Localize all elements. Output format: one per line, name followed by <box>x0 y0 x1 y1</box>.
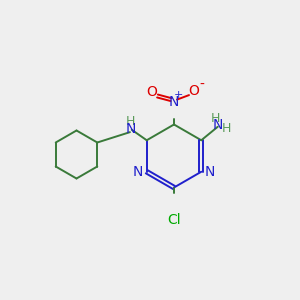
Text: N: N <box>213 118 223 132</box>
Text: N: N <box>205 165 215 179</box>
Text: N: N <box>169 95 179 109</box>
Text: N: N <box>126 122 136 136</box>
Text: Cl: Cl <box>167 213 181 227</box>
Text: O: O <box>189 84 200 98</box>
Text: -: - <box>199 78 204 92</box>
Text: H: H <box>126 116 136 128</box>
Text: H: H <box>222 122 232 135</box>
Text: O: O <box>146 85 157 98</box>
Text: H: H <box>211 112 220 125</box>
Text: +: + <box>174 90 183 100</box>
Text: N: N <box>133 165 143 179</box>
